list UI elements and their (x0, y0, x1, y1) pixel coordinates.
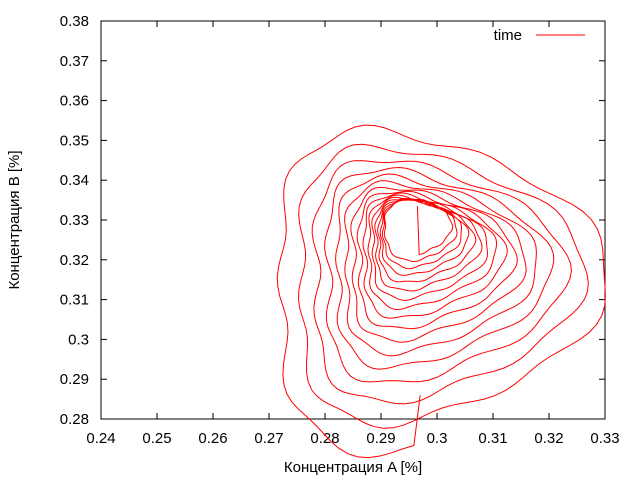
x-tick-label: 0.28 (310, 430, 339, 447)
legend-label-time: time (494, 27, 522, 44)
x-tick-labels: 0.24 0.25 0.26 0.27 0.28 0.29 0.3 0.31 0.32 0.33 (86, 430, 619, 447)
y-tick-labels: 0.28 0.29 0.3 0.31 0.32 0.33 0.34 0.35 0.36 0.37 0… (60, 13, 89, 428)
series-line-time (276, 124, 606, 459)
x-tick-label: 0.26 (198, 430, 227, 447)
y-tick-label: 0.29 (60, 371, 89, 388)
tick-marks (100, 20, 606, 420)
y-tick-label: 0.32 (60, 252, 89, 269)
x-tick-label: 0.3 (427, 430, 448, 447)
x-axis-label: Концентрация A [%] (284, 459, 422, 476)
y-tick-label: 0.35 (60, 132, 89, 149)
y-tick-label: 0.28 (60, 411, 89, 428)
y-tick-label: 0.3 (68, 331, 89, 348)
x-tick-label: 0.24 (86, 430, 115, 447)
y-tick-label: 0.37 (60, 53, 89, 70)
x-tick-label: 0.33 (590, 430, 619, 447)
x-tick-label: 0.32 (534, 430, 563, 447)
y-tick-label: 0.36 (60, 93, 89, 110)
x-tick-label: 0.27 (254, 430, 283, 447)
legend: time (494, 27, 585, 44)
plot-frame (100, 20, 606, 420)
x-tick-label: 0.29 (366, 430, 395, 447)
y-tick-label: 0.34 (60, 172, 89, 189)
y-tick-label: 0.38 (60, 13, 89, 30)
y-axis-label: Концентрация B [%] (6, 150, 23, 289)
x-tick-label: 0.25 (142, 430, 171, 447)
y-tick-label: 0.31 (60, 292, 89, 309)
y-tick-label: 0.33 (60, 212, 89, 229)
x-tick-label: 0.31 (478, 430, 507, 447)
